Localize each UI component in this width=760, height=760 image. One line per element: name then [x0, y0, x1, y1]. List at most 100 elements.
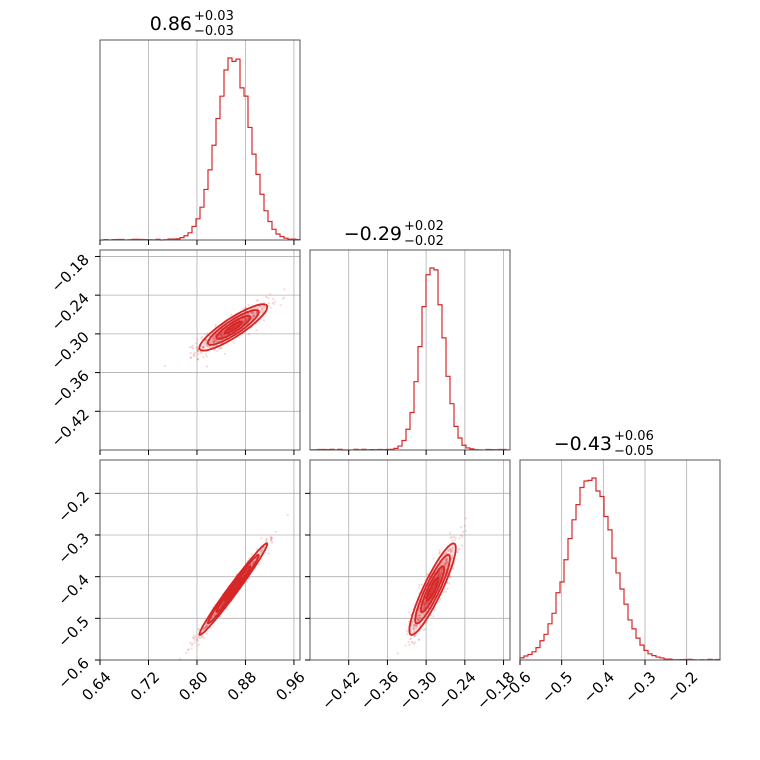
sample-point: [221, 331, 224, 334]
sample-point: [437, 572, 441, 575]
sample-point: [413, 624, 416, 627]
sample-point: [212, 337, 215, 340]
sample-point: [439, 573, 442, 577]
sample-point: [193, 351, 197, 354]
sample-point: [242, 319, 245, 322]
sample-point: [269, 306, 272, 309]
sample-point: [230, 313, 233, 316]
y-tick-label: −0.30: [48, 328, 93, 373]
scatter-panel-2: [95, 459, 301, 665]
sample-point: [418, 617, 422, 620]
x-tick-label: 0.88: [224, 668, 260, 704]
sample-point: [451, 556, 454, 559]
sample-point: [205, 624, 209, 627]
sample-point: [197, 636, 200, 639]
sample-point: [424, 603, 427, 606]
sample-point: [440, 568, 443, 571]
sample-point: [212, 340, 215, 344]
sample-point: [202, 637, 205, 640]
sample-point: [438, 552, 441, 555]
sample-point: [250, 553, 253, 556]
sample-point: [253, 315, 256, 318]
sample-point: [267, 552, 270, 555]
sample-point: [197, 353, 200, 356]
sample-point: [188, 346, 191, 349]
sample-point: [202, 628, 205, 631]
sample-point: [460, 544, 464, 547]
sample-point: [439, 574, 442, 577]
sample-point: [423, 606, 426, 609]
sample-point: [243, 573, 246, 576]
sample-point: [454, 536, 457, 539]
sample-point: [214, 323, 217, 326]
sample-point: [444, 560, 447, 564]
sample-point: [196, 639, 200, 642]
sample-point: [272, 297, 275, 300]
sample-point: [163, 364, 166, 368]
sample-point: [286, 514, 289, 517]
sample-point: [192, 636, 195, 640]
sample-point: [418, 611, 421, 614]
sample-point: [193, 638, 197, 642]
sample-point: [438, 574, 441, 577]
sample-point: [400, 661, 402, 663]
sample-point: [208, 345, 211, 348]
sample-point: [195, 638, 199, 641]
sample-point: [223, 352, 226, 355]
sample-point: [439, 563, 443, 567]
sample-point: [269, 535, 272, 538]
sample-point: [215, 339, 218, 342]
sample-point: [411, 621, 414, 624]
histogram-line: [519, 477, 721, 661]
sample-point: [418, 617, 421, 620]
sample-point: [436, 574, 440, 577]
sample-point: [432, 557, 435, 560]
sample-point: [261, 307, 264, 310]
sample-point: [259, 309, 262, 312]
sample-point: [452, 535, 455, 539]
sample-point: [260, 548, 264, 551]
panel-title-value: −0.29: [344, 223, 402, 245]
sample-point: [450, 549, 454, 553]
sample-point: [424, 606, 427, 609]
sample-point: [203, 627, 207, 630]
sample-point: [414, 641, 417, 644]
sample-point: [420, 616, 423, 619]
sample-point: [214, 334, 217, 337]
sample-point: [449, 548, 452, 552]
sample-point: [269, 538, 273, 542]
sample-point: [199, 350, 202, 354]
sample-point: [251, 315, 254, 318]
sample-point: [219, 335, 222, 339]
sample-point: [244, 318, 248, 321]
histogram-line: [99, 57, 301, 241]
y-tick-label: −0.3: [54, 529, 92, 567]
sample-point: [411, 640, 414, 644]
sample-point: [205, 344, 208, 348]
sample-point: [415, 627, 418, 630]
sample-point: [449, 550, 452, 553]
sample-point: [270, 537, 273, 540]
sample-point: [242, 321, 245, 324]
sample-point: [426, 602, 429, 605]
sample-point: [267, 302, 270, 305]
sample-point: [221, 332, 225, 335]
sample-point: [417, 638, 420, 641]
sample-point: [189, 356, 192, 359]
sample-point: [242, 307, 245, 310]
sample-point: [438, 600, 441, 603]
y-tick-label: −0.18: [48, 251, 93, 296]
sample-point: [192, 354, 195, 357]
y-tick-label: −0.2: [54, 487, 92, 525]
sample-point: [427, 601, 430, 604]
sample-point: [251, 312, 254, 315]
sample-point: [190, 345, 193, 349]
sample-point: [213, 340, 216, 343]
sample-point: [195, 345, 199, 348]
x-tick-label: −0.30: [396, 668, 441, 713]
sample-point: [413, 630, 416, 633]
sample-point: [437, 572, 440, 575]
sample-point: [411, 641, 414, 644]
sample-point: [440, 572, 443, 575]
sample-point: [198, 637, 202, 640]
